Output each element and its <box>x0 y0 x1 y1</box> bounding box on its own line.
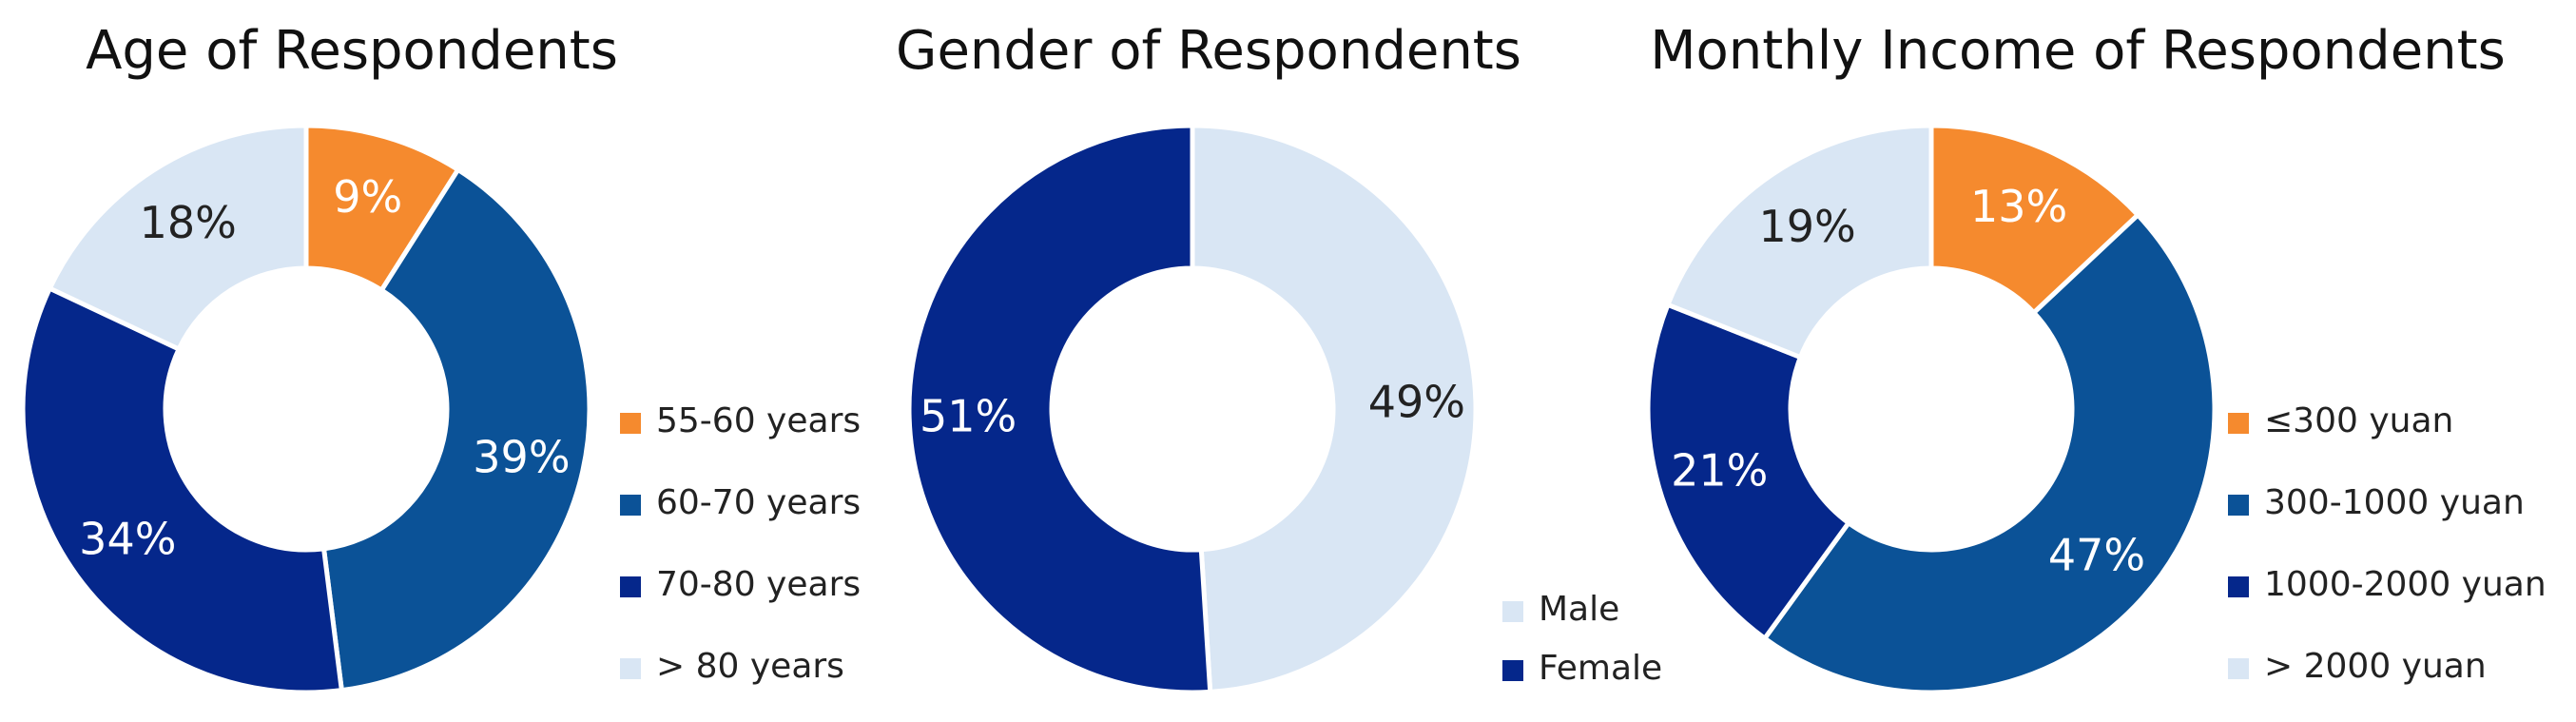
pct-label-income-2: 21% <box>1671 445 1768 497</box>
legend-label-income-0: ≤300 yuan <box>2264 401 2453 440</box>
legend-swatch-income-3 <box>2228 658 2249 679</box>
legend-swatch-gender-1 <box>1502 660 1523 681</box>
slice-income-0 <box>1928 123 2141 317</box>
pct-label-gender-1: 51% <box>920 390 1017 441</box>
chart-title-gender: Gender of Respondents <box>896 20 1521 82</box>
legend-label-gender-1: Female <box>1539 649 1662 688</box>
legend-gender: Male Female <box>1502 590 1662 688</box>
slice-age-3 <box>47 123 309 353</box>
pct-label-age-3: 18% <box>140 197 237 248</box>
legend-swatch-age-3 <box>620 658 641 679</box>
legend-income: ≤300 yuan 300-1000 yuan 1000-2000 yuan > 20… <box>2228 401 2547 686</box>
pct-label-age-1: 39% <box>473 432 570 483</box>
legend-label-income-1: 300-1000 yuan <box>2264 483 2525 522</box>
legend-label-income-3: > 2000 yuan <box>2264 647 2487 686</box>
slices-gender <box>906 123 1479 695</box>
slices-age <box>20 123 592 695</box>
pct-label-income-3: 19% <box>1758 201 1855 252</box>
pct-labels-income: 13% 47% 21% 19% <box>1671 181 2145 580</box>
pct-label-age-0: 9% <box>333 171 402 223</box>
legend-swatch-age-0 <box>620 413 641 434</box>
pct-labels-age: 9% 39% 34% 18% <box>79 171 570 564</box>
legend-age: 55-60 years 60-70 years 70-80 years > 80 ye… <box>620 401 861 686</box>
slice-gender-1 <box>906 123 1213 695</box>
legend-swatch-income-2 <box>2228 576 2249 597</box>
legend-swatch-income-0 <box>2228 413 2249 434</box>
legend-label-age-0: 55-60 years <box>656 401 861 440</box>
pct-label-age-2: 34% <box>79 513 176 564</box>
slice-income-3 <box>1664 123 1934 361</box>
chart-title-income: Monthly Income of Respondents <box>1650 20 2506 82</box>
slice-income-1 <box>1761 211 2218 695</box>
chart-title-age: Age of Respondents <box>86 20 618 82</box>
legend-label-income-2: 1000-2000 yuan <box>2264 565 2547 604</box>
slice-age-1 <box>320 166 592 693</box>
slice-gender-0 <box>1190 123 1479 695</box>
legend-label-age-2: 70-80 years <box>656 565 861 604</box>
legend-label-age-3: > 80 years <box>656 647 844 686</box>
slices-income <box>1645 123 2218 695</box>
legend-swatch-gender-0 <box>1502 601 1523 622</box>
pct-label-income-1: 47% <box>2048 529 2145 580</box>
legend-label-gender-0: Male <box>1539 590 1619 629</box>
legend-swatch-age-1 <box>620 495 641 516</box>
legend-swatch-age-2 <box>620 576 641 597</box>
pct-labels-gender: 49% 51% <box>920 377 1465 442</box>
chart-gender: Gender of Respondents 49% 51% Male Female <box>896 20 1662 695</box>
chart-age: Age of Respondents 9% 39% 34% 18% 55-60 yea… <box>20 20 861 695</box>
legend-label-age-1: 60-70 years <box>656 483 861 522</box>
slice-income-2 <box>1645 302 1852 642</box>
pct-label-gender-0: 49% <box>1368 377 1465 428</box>
pct-label-income-0: 13% <box>1970 181 2067 232</box>
slice-age-2 <box>20 284 345 695</box>
chart-income: Monthly Income of Respondents 13%47%21%1… <box>1645 20 2547 695</box>
legend-swatch-income-1 <box>2228 495 2249 516</box>
